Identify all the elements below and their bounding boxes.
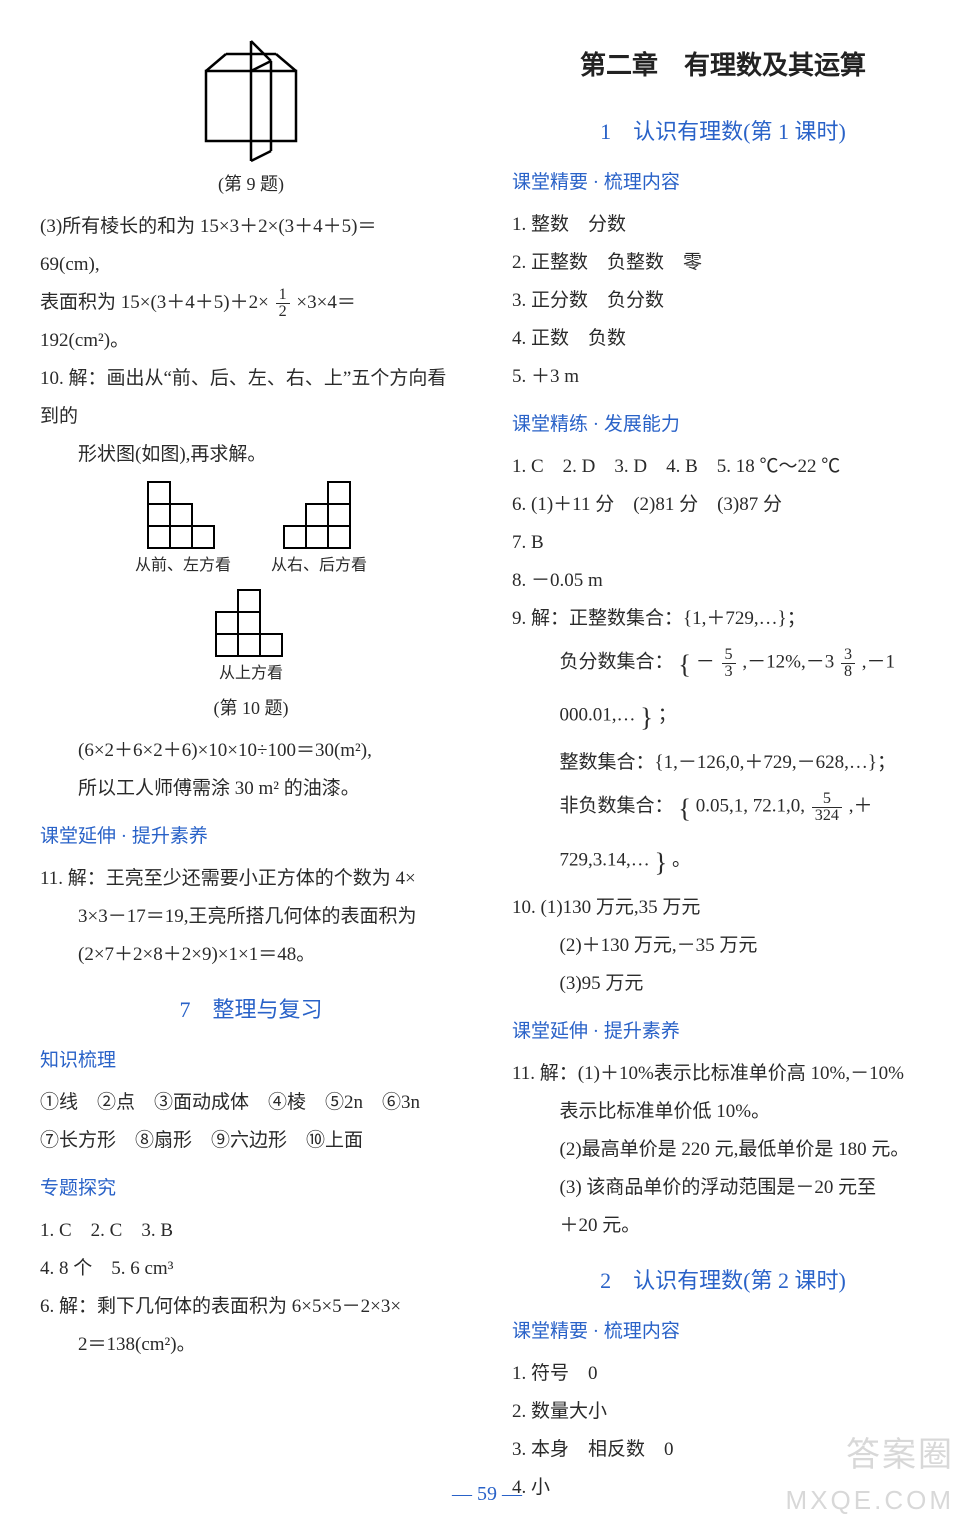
txt: ； [658,705,677,726]
zt-l3: 6. 解：剩下几何体的表面积为 6×5×5－2×3× [40,1288,462,1326]
zs-l1: ①线 ②点 ③面动成体 ④棱 ⑤2n ⑥3n [40,1084,462,1122]
q11-l3: (2×7＋2×8＋2×9)×1×1＝48。 [40,936,462,974]
txt: － [696,652,715,673]
figure-9: (第 9 题) [40,36,462,202]
j2-2: 2. 数量大小 [512,1393,934,1431]
view-right-back: 从右、后方看 [271,480,367,582]
q11-l1: 11. 解：王亮至少还需要小正方体的个数为 4× [40,860,462,898]
lbrace: { [678,793,691,823]
q9-3-line1: (3)所有棱长的和为 15×3＋2×(3＋4＋5)＝ [40,208,462,246]
jl5: 9. 解：正整数集合：{1,＋729,…}； [512,600,934,638]
txt: 非负数集合： [560,796,674,817]
sec-essentials: 课堂精要 · 梳理内容 [512,164,934,202]
view-front-left: 从前、左方看 [135,480,231,582]
rbrace: } [655,847,668,877]
q9-3-line3: 表面积为 15×(3＋4＋5)＋2× 1 2 ×3×4＝ [40,284,462,322]
frac-5-3: 53 [722,647,736,680]
section-1-title: 1 认识有理数(第 1 课时) [512,110,934,154]
jl7: 整数集合：{1,－126,0,＋729,－628,…}； [512,744,934,782]
txt: ×3×4＝ [296,292,355,313]
sec-knowledge: 知识梳理 [40,1042,462,1080]
figure-10: 从前、左方看 从右、后方看 [40,480,462,726]
jl2: 6. (1)＋11 分 (2)81 分 (3)87 分 [512,486,934,524]
zt-l2: 4. 8 个 5. 6 cm³ [40,1250,462,1288]
ext4: (3) 该商品单价的浮动范围是－20 元至 [512,1169,934,1207]
sec-extension-2: 课堂延伸 · 提升素养 [512,1013,934,1051]
review-title: 7 整理与复习 [40,988,462,1032]
lbrace: { [678,649,691,679]
ext3: (2)最高单价是 220 元,最低单价是 180 元。 [512,1131,934,1169]
j2-1: 1. 符号 0 [512,1355,934,1393]
left-column: (第 9 题) (3)所有棱长的和为 15×3＋2×(3＋4＋5)＝ 69(cm… [40,30,472,1507]
zt-l4: 2＝138(cm²)。 [40,1326,462,1364]
fig10-caption: (第 10 题) [40,690,462,726]
right-column: 第二章 有理数及其运算 1 认识有理数(第 1 课时) 课堂精要 · 梳理内容 … [502,30,934,1507]
page-container: (第 9 题) (3)所有棱长的和为 15×3＋2×(3＋4＋5)＝ 69(cm… [0,0,974,1517]
txt: 负分数集合： [560,652,674,673]
jy5: 5. ＋3 m [512,358,934,396]
watermark-top: 答案圈 [846,1427,954,1476]
jl11: (3)95 万元 [512,965,934,1003]
label-right: 从右、后方看 [271,550,367,582]
txt: 。 [672,849,691,870]
sec-extension: 课堂延伸 · 提升素养 [40,818,462,856]
q10-calc2: 所以工人师傅需涂 30 m² 的油漆。 [40,770,462,808]
jl9: 10. (1)130 万元,35 万元 [512,889,934,927]
jl3: 7. B [512,524,934,562]
view-top: 从上方看 [40,588,462,690]
fig9-svg [176,36,326,166]
sec-topic: 专题探究 [40,1170,462,1208]
q10-line2: 形状图(如图),再求解。 [40,436,462,474]
label-front: 从前、左方看 [135,550,231,582]
chapter-title: 第二章 有理数及其运算 [512,40,934,92]
q10-calc1: (6×2＋6×2＋6)×10×10÷100＝30(m²), [40,732,462,770]
jy4: 4. 正数 负数 [512,320,934,358]
q9-3-line4: 192(cm²)。 [40,322,462,360]
sec-essentials-2: 课堂精要 · 梳理内容 [512,1313,934,1351]
jl6: 负分数集合： { － 53 ,－12%,－3 38 ,－1 000.01,… }… [512,638,934,744]
fig9-caption: (第 9 题) [40,166,462,202]
label-top: 从上方看 [40,658,462,690]
jy1: 1. 整数 分数 [512,206,934,244]
jl10: (2)＋130 万元,－35 万元 [512,927,934,965]
q9-3-line2: 69(cm), [40,246,462,284]
ext5: ＋20 元。 [512,1207,934,1245]
jy2: 2. 正整数 负整数 零 [512,244,934,282]
jl8: 非负数集合： { 0.05,1, 72.1,0, 5324 ,＋729,3.14… [512,782,934,888]
frac-1-2: 1 2 [276,287,290,320]
sec-practice: 课堂精练 · 发展能力 [512,406,934,444]
txt: 0.05,1, 72.1,0, [696,796,805,817]
ext2: 表示比标准单价低 10%。 [512,1093,934,1131]
q10-line1: 10. 解：画出从“前、后、左、右、上”五个方向看到的 [40,360,462,436]
ext1: 11. 解：(1)＋10%表示比标准单价高 10%,－10% [512,1055,934,1093]
txt: ,－12%,－3 [742,652,834,673]
rbrace: } [640,702,653,732]
jl4: 8. －0.05 m [512,562,934,600]
frac-3-8: 38 [841,647,855,680]
txt: 表面积为 15×(3＋4＋5)＋2× [40,292,269,313]
zt-l1: 1. C 2. C 3. B [40,1212,462,1250]
frac-5-324: 5324 [812,791,842,824]
zs-l2: ⑦长方形 ⑧扇形 ⑨六边形 ⑩上面 [40,1122,462,1160]
watermark-bottom: MXQE.COM [786,1485,954,1516]
jl1: 1. C 2. D 3. D 4. B 5. 18 ℃～22 ℃ [512,448,934,486]
q11-l2: 3×3－17＝19,王亮所搭几何体的表面积为 [40,898,462,936]
section-2-title: 2 认识有理数(第 2 课时) [512,1259,934,1303]
jy3: 3. 正分数 负分数 [512,282,934,320]
